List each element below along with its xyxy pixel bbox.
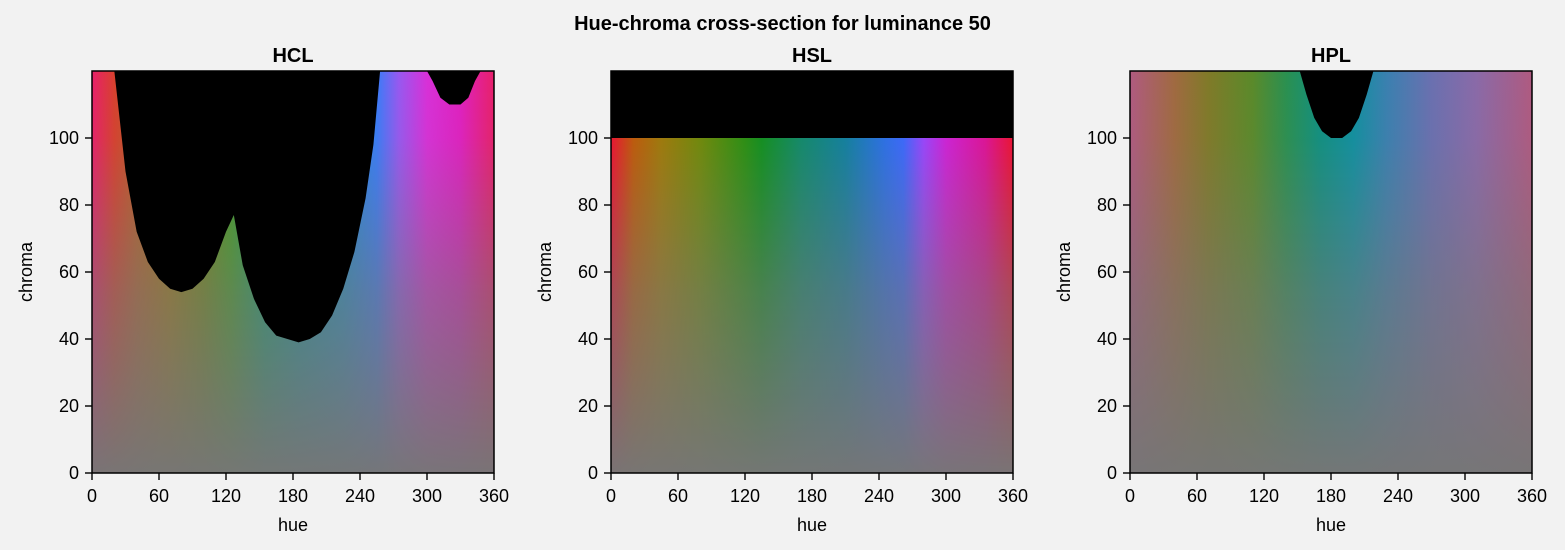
x-tick-label: 300 xyxy=(412,486,442,506)
y-tick-label: 40 xyxy=(1097,329,1117,349)
out-of-gamut-region xyxy=(611,71,1013,138)
x-tick-label: 120 xyxy=(211,486,241,506)
x-tick-label: 240 xyxy=(345,486,375,506)
x-tick-label: 300 xyxy=(1450,486,1480,506)
out-of-gamut-region xyxy=(92,71,494,343)
x-tick-label: 180 xyxy=(797,486,827,506)
x-tick-label: 300 xyxy=(931,486,961,506)
y-tick-label: 0 xyxy=(1107,463,1117,483)
y-tick-label: 20 xyxy=(59,396,79,416)
x-tick-label: 60 xyxy=(1187,486,1207,506)
y-tick-label: 80 xyxy=(1097,195,1117,215)
x-tick-label: 240 xyxy=(864,486,894,506)
y-tick-label: 40 xyxy=(578,329,598,349)
y-tick-label: 60 xyxy=(578,262,598,282)
x-tick-label: 180 xyxy=(1316,486,1346,506)
x-tick-label: 360 xyxy=(998,486,1028,506)
x-tick-label: 60 xyxy=(668,486,688,506)
y-tick-label: 100 xyxy=(568,128,598,148)
x-tick-label: 180 xyxy=(278,486,308,506)
x-tick-label: 360 xyxy=(479,486,509,506)
panel-hcl: HCL 0 60 120 180 240 300 360 0 20 40 60 80 100 hue chro… xyxy=(16,45,509,535)
y-axis-label: chroma xyxy=(16,241,36,302)
x-tick-label: 0 xyxy=(606,486,616,506)
x-axis-label: hue xyxy=(1316,515,1346,535)
x-tick-label: 120 xyxy=(730,486,760,506)
panel-hpl: HPL 0 60 120 180 240 300 360 0 20 40 60 80 100 hue chro… xyxy=(1054,45,1547,535)
figure-title: Hue-chroma cross-section for luminance 5… xyxy=(574,13,991,35)
y-tick-label: 0 xyxy=(588,463,598,483)
y-tick-label: 100 xyxy=(1087,128,1117,148)
x-tick-label: 0 xyxy=(1125,486,1135,506)
x-tick-label: 240 xyxy=(1383,486,1413,506)
x-axis-label: hue xyxy=(797,515,827,535)
y-axis-label: chroma xyxy=(1054,241,1074,302)
y-tick-label: 60 xyxy=(1097,262,1117,282)
panel-title: HCL xyxy=(272,45,313,67)
y-tick-label: 0 xyxy=(69,463,79,483)
x-axis-label: hue xyxy=(278,515,308,535)
y-tick-label: 100 xyxy=(49,128,79,148)
x-tick-label: 60 xyxy=(149,486,169,506)
y-tick-label: 80 xyxy=(59,195,79,215)
panel-title: HPL xyxy=(1311,45,1351,67)
y-tick-label: 20 xyxy=(1097,396,1117,416)
y-tick-label: 80 xyxy=(578,195,598,215)
x-tick-label: 120 xyxy=(1249,486,1279,506)
panel-hsl: HSL 0 60 120 180 240 300 360 0 20 40 60 80 100 hue chro… xyxy=(535,45,1028,535)
y-tick-label: 60 xyxy=(59,262,79,282)
panel-title: HSL xyxy=(792,45,832,67)
x-tick-label: 360 xyxy=(1517,486,1547,506)
x-tick-label: 0 xyxy=(87,486,97,506)
y-tick-label: 40 xyxy=(59,329,79,349)
out-of-gamut-region xyxy=(1130,71,1532,138)
y-axis-label: chroma xyxy=(535,241,555,302)
y-tick-label: 20 xyxy=(578,396,598,416)
